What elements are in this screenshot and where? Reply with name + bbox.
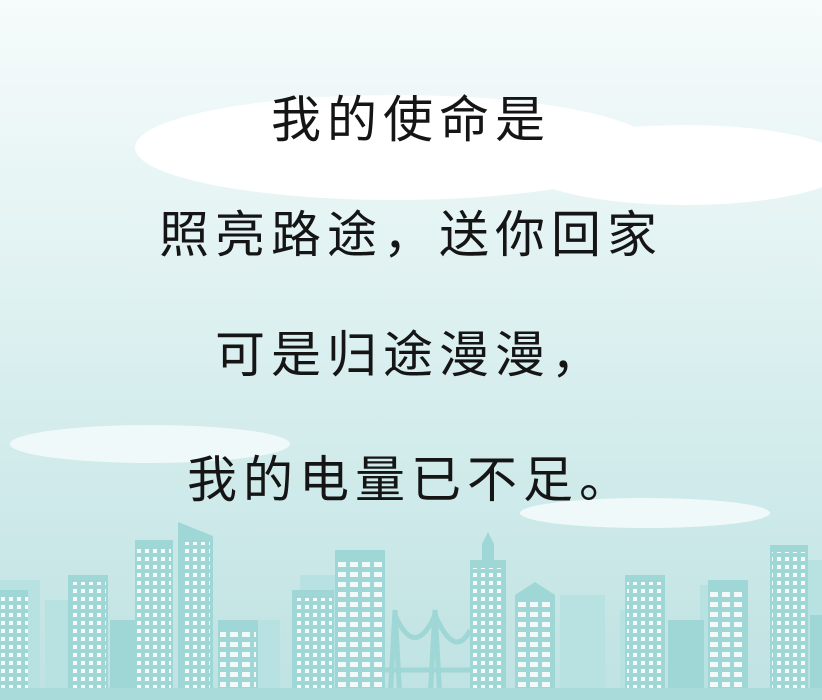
poem-line-3: 可是归途漫漫，: [215, 326, 607, 384]
poem-line-4: 我的电量已不足。: [187, 451, 635, 509]
cloud-top-right: [520, 125, 822, 205]
city-skyline: [0, 522, 822, 700]
poem-line-2: 照亮路途，送你回家: [159, 206, 663, 264]
poem-line-1: 我的使命是: [271, 91, 551, 149]
cloud-right-low: [520, 498, 770, 528]
cloud-left-low: [10, 425, 290, 463]
